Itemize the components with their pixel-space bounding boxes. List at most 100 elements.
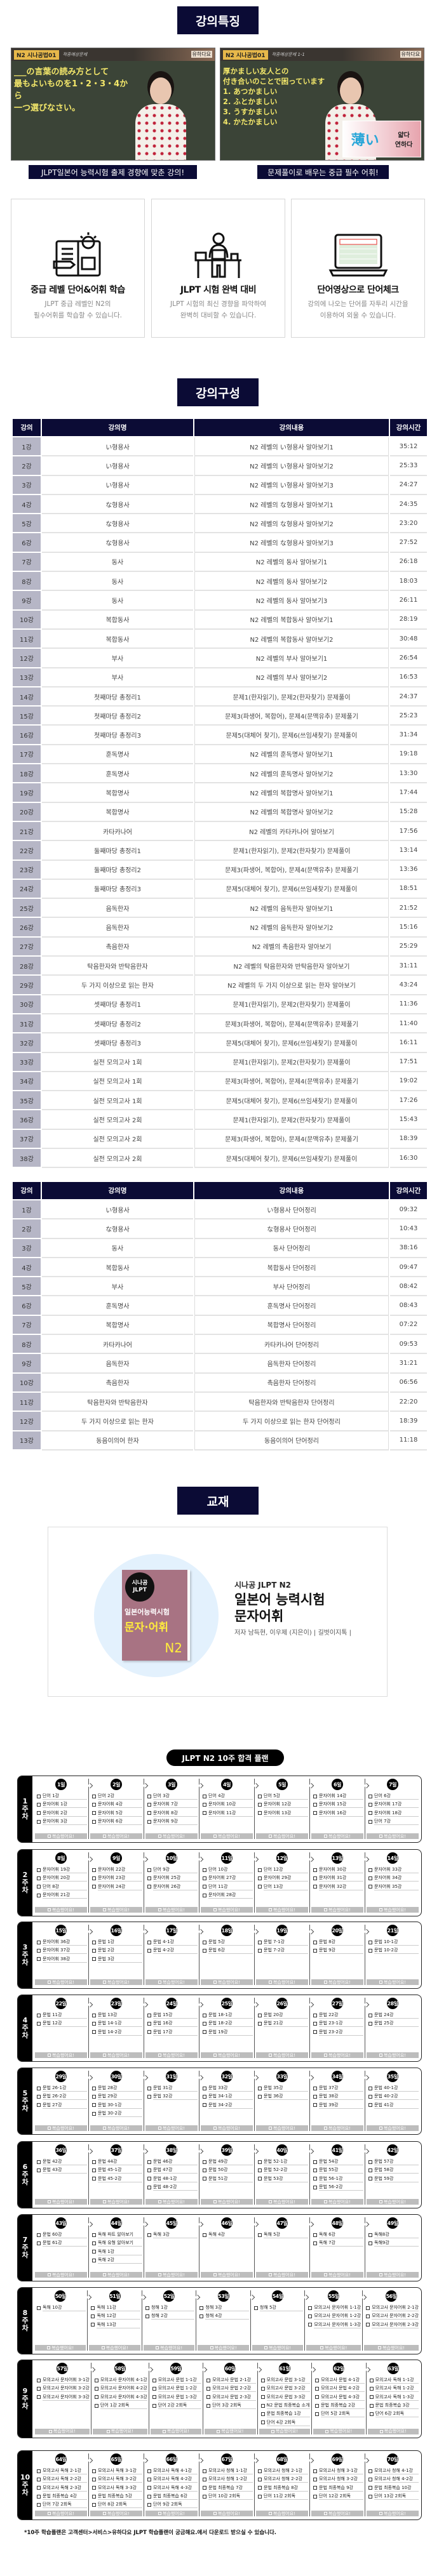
checkbox[interactable] xyxy=(313,2021,317,2026)
plan-checklist-item[interactable]: 모의고사 청해 2-2강 xyxy=(256,2475,308,2483)
plan-checklist-item[interactable]: 단어 13강 xyxy=(256,1883,308,1891)
checkbox[interactable] xyxy=(258,2469,262,2473)
plan-checklist-item[interactable]: 문법 25강 xyxy=(367,2019,419,2028)
checkbox[interactable] xyxy=(313,2494,317,2499)
plan-checklist-item[interactable]: 단어 7강 2회독 xyxy=(35,2500,87,2509)
checkbox[interactable] xyxy=(92,1940,96,1944)
plan-checklist-item[interactable]: 모의고사 문법 3-1강 xyxy=(259,2376,311,2384)
plan-checklist-item[interactable]: 문법 46강 xyxy=(145,2158,198,2166)
checkbox[interactable] xyxy=(203,2160,206,2164)
checkbox[interactable] xyxy=(37,1940,41,1944)
plan-checklist-item[interactable]: 청해 2강 xyxy=(144,2312,195,2320)
plan-checklist-item[interactable]: 문법 12강 xyxy=(35,2019,87,2028)
review-checkbox[interactable]: 복습했어요! xyxy=(90,2052,142,2058)
checkbox[interactable] xyxy=(37,2086,41,2090)
review-checkbox[interactable]: 복습했어요! xyxy=(311,1833,363,1839)
checkbox[interactable] xyxy=(147,1819,151,1824)
review-checkbox[interactable]: 복습했어요! xyxy=(35,2511,87,2517)
checkbox[interactable] xyxy=(258,1802,262,1807)
review-checkbox[interactable]: 복습했어요! xyxy=(201,2511,253,2517)
checkbox[interactable] xyxy=(37,2094,41,2099)
checkbox[interactable] xyxy=(203,2086,206,2090)
plan-checklist-item[interactable]: 모의고사 청해 3-1강 xyxy=(311,2467,363,2475)
plan-checklist-item[interactable]: 모의고사 문법 2-3강 xyxy=(205,2393,256,2401)
plan-checklist-item[interactable]: 문법 최종복습 3강 xyxy=(368,2401,419,2410)
checkbox[interactable] xyxy=(260,2412,265,2416)
checkbox[interactable] xyxy=(37,2241,41,2245)
checkbox[interactable] xyxy=(94,2403,98,2408)
plan-checklist-item[interactable]: 문법 51강 xyxy=(201,2175,253,2183)
plan-checklist-item[interactable]: 모의고사 문법 4-3강 xyxy=(313,2393,365,2401)
checkbox[interactable] xyxy=(37,1802,41,1807)
plan-checklist-item[interactable]: 독해 파트 알아보기 xyxy=(90,2231,142,2239)
review-checkbox[interactable]: 복습했어요! xyxy=(201,1907,253,1913)
plan-checklist-item[interactable]: 모의고사 문법 3-2강 xyxy=(259,2384,311,2393)
plan-checklist-item[interactable]: 단어 2강 2회독 xyxy=(151,2401,202,2410)
plan-checklist-item[interactable]: 문법 17강 xyxy=(145,2028,198,2036)
plan-checklist-item[interactable]: 모의고사 청해 3-2강 xyxy=(311,2475,363,2483)
checkbox[interactable] xyxy=(147,2486,151,2490)
checkbox[interactable] xyxy=(368,2233,372,2237)
plan-checklist-item[interactable]: 모의고사 문자어휘 4-1강 xyxy=(93,2376,147,2384)
checkbox[interactable] xyxy=(37,1876,41,1880)
plan-checklist-item[interactable]: 문법 26-1강 xyxy=(35,2084,87,2092)
review-checkbox[interactable]: 복습했어요! xyxy=(201,1979,253,1985)
plan-checklist-item[interactable]: 문법 16강 xyxy=(145,2019,198,2028)
checkbox[interactable] xyxy=(206,2395,211,2400)
checkbox[interactable] xyxy=(199,2306,204,2310)
plan-checklist-item[interactable]: 모의고사 문법 1-1강 xyxy=(151,2376,202,2384)
plan-checklist-item[interactable]: 문법 34-1강 xyxy=(201,2092,253,2101)
checkbox[interactable] xyxy=(203,1802,206,1807)
plan-checklist-item[interactable]: 문자어휘 19강 xyxy=(35,1866,87,1874)
plan-checklist-item[interactable]: 문자어휘 2강 xyxy=(35,1809,87,1817)
review-checkbox[interactable]: 복습했어요! xyxy=(256,1833,308,1839)
plan-checklist-item[interactable]: 단어 13강 2회독 xyxy=(367,2492,419,2500)
checkbox[interactable] xyxy=(92,2168,96,2172)
review-checkbox[interactable]: 복습했어요! xyxy=(90,2125,142,2131)
plan-checklist-item[interactable]: 문법 최종복습 1강 xyxy=(259,2410,311,2418)
checkbox[interactable] xyxy=(92,2486,96,2490)
plan-checklist-item[interactable]: 문법 18-2강 xyxy=(201,2019,253,2028)
checkbox[interactable] xyxy=(37,1893,41,1897)
checkbox[interactable] xyxy=(147,2168,151,2172)
checkbox[interactable] xyxy=(203,2486,206,2490)
plan-checklist-item[interactable]: 단어 11강 xyxy=(201,1883,253,1891)
checkbox[interactable] xyxy=(203,2168,206,2172)
plan-checklist-item[interactable]: 단어 7강 xyxy=(367,1817,419,1826)
checkbox[interactable] xyxy=(313,2086,317,2090)
checkbox[interactable] xyxy=(313,2469,317,2473)
review-checkbox[interactable]: 복습했어요! xyxy=(145,1833,198,1839)
checkbox[interactable] xyxy=(91,2314,95,2318)
checkbox[interactable] xyxy=(203,1893,206,1897)
review-checkbox[interactable]: 복습했어요! xyxy=(256,1907,308,1913)
plan-checklist-item[interactable]: 문법 57강 xyxy=(367,2158,419,2166)
plan-checklist-item[interactable]: 문법 22강 xyxy=(311,2011,363,2019)
plan-checklist-item[interactable]: 문법 58강 xyxy=(367,2166,419,2174)
review-checkbox[interactable]: 복습했어요! xyxy=(367,2199,419,2205)
plan-checklist-item[interactable]: 문법 10-1강 xyxy=(367,1938,419,1946)
plan-checklist-item[interactable]: 문법 41강 xyxy=(367,2101,419,2109)
checkbox[interactable] xyxy=(258,2233,262,2237)
review-checkbox[interactable]: 복습했어요! xyxy=(256,2052,308,2058)
plan-checklist-item[interactable]: 단어 1강 xyxy=(35,1792,87,1800)
checkbox[interactable] xyxy=(368,2241,372,2245)
plan-checklist-item[interactable]: 단어 6강 xyxy=(367,1792,419,1800)
review-checkbox[interactable]: 복습했어요! xyxy=(145,2052,198,2058)
checkbox[interactable] xyxy=(368,1885,372,1889)
checkbox[interactable] xyxy=(203,1948,206,1953)
plan-checklist-item[interactable]: 모의고사 문자어휘 2-2강 xyxy=(364,2312,419,2320)
checkbox[interactable] xyxy=(92,2469,96,2473)
checkbox[interactable] xyxy=(203,2477,206,2481)
checkbox[interactable] xyxy=(147,2185,151,2189)
checkbox[interactable] xyxy=(313,2168,317,2172)
review-checkbox[interactable]: 복습했어요! xyxy=(311,2199,363,2205)
checkbox[interactable] xyxy=(368,2086,372,2090)
checkbox[interactable] xyxy=(258,1868,262,1872)
plan-checklist-item[interactable]: 문자어휘 7강 xyxy=(145,1800,198,1809)
checkbox[interactable] xyxy=(368,1819,372,1824)
checkbox[interactable] xyxy=(313,1802,317,1807)
checkbox[interactable] xyxy=(368,1811,372,1816)
plan-checklist-item[interactable]: 문법 3강 xyxy=(90,1955,142,1963)
plan-checklist-item[interactable]: 문법 최종복습 8강 xyxy=(256,2484,308,2492)
review-checkbox[interactable]: 복습했어요! xyxy=(35,2199,87,2205)
